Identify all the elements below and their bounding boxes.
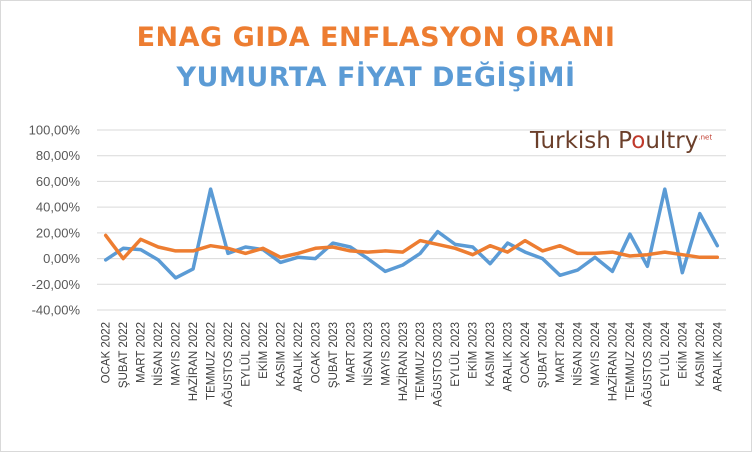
x-tick-label: EYLÜL 2024 (660, 321, 672, 386)
y-tick-label: 0,00% (43, 251, 80, 266)
x-tick-label: AĞUSTOS 2022 (222, 322, 235, 407)
x-tick-label: EYLÜL 2022 (241, 322, 253, 387)
x-tick-label: ŞUBAT 2024 (538, 321, 550, 388)
x-tick-label: MAYIS 2023 (380, 322, 392, 386)
x-tick-label: MAYIS 2024 (590, 321, 602, 385)
gridlines (97, 129, 726, 311)
turkish-poultry-logo: Turkish Poultry.net (530, 128, 712, 154)
x-tick-label: MART 2023 (345, 322, 357, 383)
x-tick-label: MAYIS 2022 (171, 322, 183, 386)
series-lines (103, 187, 720, 280)
x-tick-label: EKİM 2022 (257, 322, 270, 379)
x-tick-label: EKİM 2023 (467, 322, 480, 379)
y-tick-label: 40,00% (36, 200, 81, 215)
logo-ring: o (631, 128, 646, 154)
x-tick-label: OCAK 2024 (520, 321, 532, 383)
series-line-egg-price (103, 187, 720, 280)
x-tick-label: HAZİRAN 2023 (397, 322, 410, 401)
x-tick-label: ARALIK 2023 (503, 322, 515, 392)
logo-word-part1: Turkish P (530, 128, 632, 154)
x-tick-label: OCAK 2023 (310, 322, 322, 383)
x-tick-label: KASIM 2023 (485, 322, 497, 387)
x-tick-label: TEMMUZ 2024 (625, 321, 637, 400)
x-tick-label: HAZİRAN 2024 (606, 321, 619, 401)
x-tick-label: HAZİRAN 2022 (187, 322, 200, 401)
y-tick-label: 60,00% (36, 174, 81, 189)
x-tick-label: MART 2024 (555, 321, 567, 383)
x-tick-label: TEMMUZ 2023 (415, 322, 427, 400)
y-tick-label: 100,00% (29, 123, 81, 138)
x-tick-label: EKİM 2024 (676, 321, 689, 378)
x-tick-label: NİSAN 2024 (571, 321, 584, 386)
y-tick-label: -40,00% (32, 303, 81, 318)
x-tick-label: KASIM 2022 (275, 322, 287, 387)
logo-suffix: .net (698, 133, 713, 142)
x-tick-label: EYLÜL 2023 (450, 322, 462, 387)
x-tick-label: ARALIK 2022 (293, 322, 305, 392)
chart-subtitle: YUMURTA FİYAT DEĞİŞİMİ (176, 62, 576, 93)
x-tick-label: AĞUSTOS 2023 (432, 322, 445, 407)
x-tick-label: NİSAN 2023 (362, 322, 375, 386)
x-tick-label: ŞUBAT 2022 (118, 322, 130, 388)
y-tick-label: 80,00% (36, 148, 81, 163)
series-line-food-inflation (103, 233, 720, 261)
chart-title: ENAG GIDA ENFLASYON ORANI (136, 22, 616, 53)
x-tick-label: MART 2022 (136, 322, 148, 383)
y-axis-ticks: 100,00% 80,00% 60,00% 40,00% 20,00% 0,00% -20,… (29, 123, 81, 318)
x-tick-label: NİSAN 2022 (152, 322, 165, 386)
x-tick-label: KASIM 2024 (695, 321, 707, 386)
x-tick-label: TEMMUZ 2022 (206, 322, 218, 400)
x-axis-ticks: OCAK 2022 ŞUBAT 2022 MART 2022 NİSAN 2022 MA… (101, 321, 725, 406)
x-tick-label: OCAK 2022 (101, 322, 113, 383)
y-tick-label: 20,00% (36, 225, 81, 240)
x-tick-label: ŞUBAT 2023 (328, 322, 340, 388)
logo-word-part2: ultry (645, 128, 699, 154)
y-tick-label: -20,00% (32, 277, 81, 292)
x-tick-label: AĞUSTOS 2024 (641, 321, 654, 406)
x-tick-label: ARALIK 2024 (712, 321, 724, 391)
